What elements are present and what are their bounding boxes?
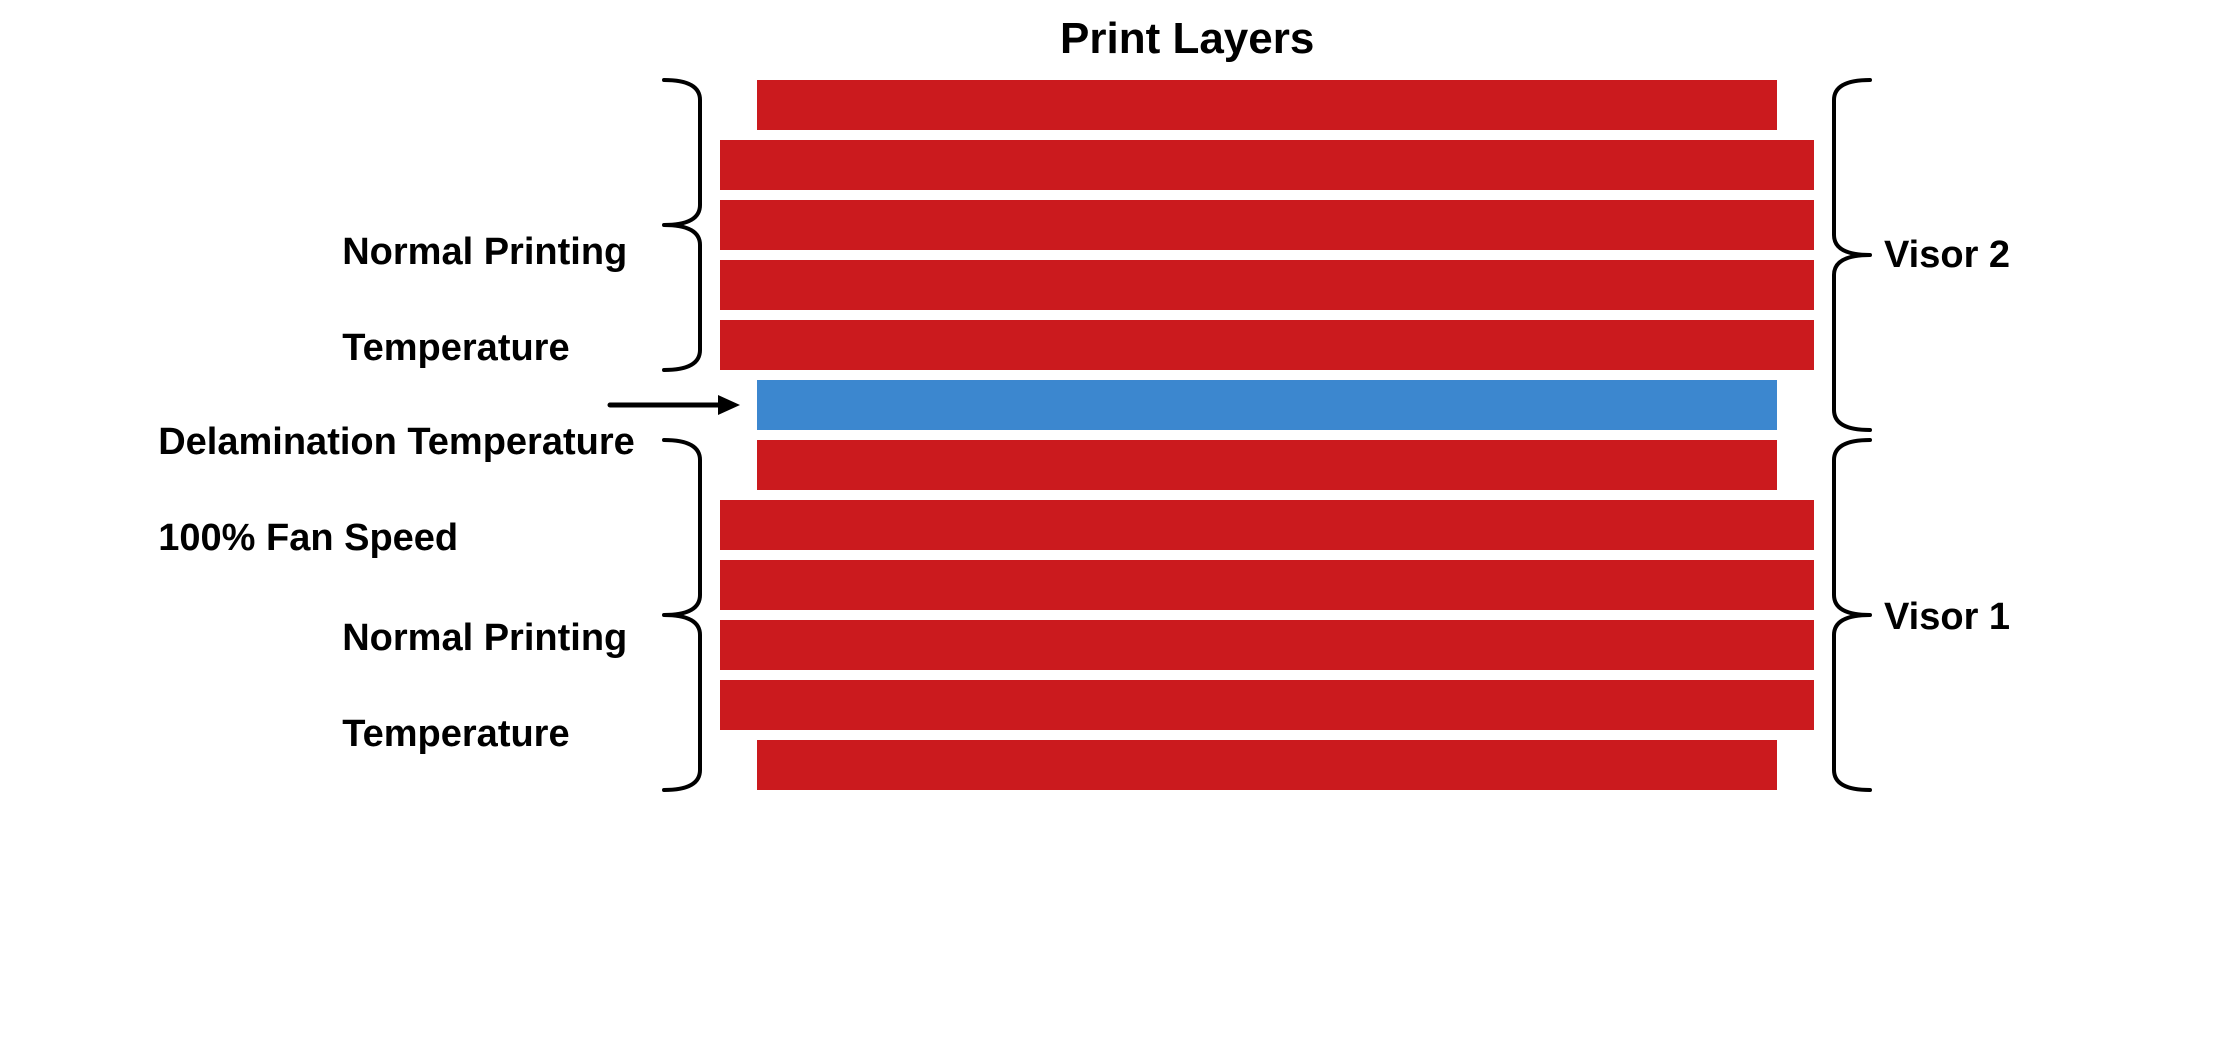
layer-delamination (757, 380, 1777, 430)
layer-normal (757, 80, 1777, 130)
brace-left-bottom-icon (664, 440, 700, 790)
layer-normal (720, 500, 1814, 550)
layer-normal (720, 680, 1814, 730)
label-normal-bottom: Normal Printing Temperature (300, 566, 627, 806)
label-delamination-line2: 100% Fan Speed (158, 517, 458, 559)
layer-normal (720, 320, 1814, 370)
diagram-title: Print Layers (1060, 14, 1314, 64)
label-normal-bottom-line2: Temperature (342, 713, 569, 755)
layer-normal (720, 620, 1814, 670)
brace-right-top-icon (1834, 80, 1870, 430)
layer-normal (720, 260, 1814, 310)
layer-normal (757, 440, 1777, 490)
layer-normal (757, 740, 1777, 790)
label-normal-bottom-line1: Normal Printing (342, 617, 627, 659)
label-normal-top-line2: Temperature (342, 327, 569, 369)
label-delamination-line1: Delamination Temperature (158, 421, 635, 463)
brace-left-top-icon (664, 80, 700, 370)
brace-right-bottom-icon (1834, 440, 1870, 790)
diagram-canvas: Print Layers Normal Printing Temperature… (0, 0, 2238, 1048)
layer-normal (720, 140, 1814, 190)
label-normal-top-line1: Normal Printing (342, 231, 627, 273)
layer-normal (720, 200, 1814, 250)
label-visor-2: Visor 2 (1884, 234, 2010, 277)
layer-normal (720, 560, 1814, 610)
label-visor-1: Visor 1 (1884, 596, 2010, 639)
